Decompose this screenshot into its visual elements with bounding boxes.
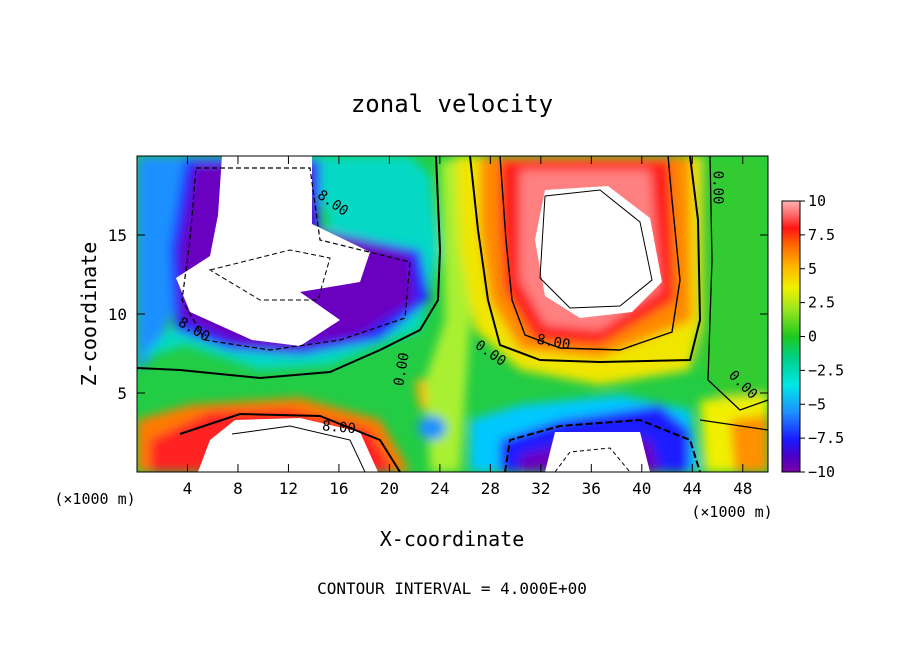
x-tick-label: 32 bbox=[531, 479, 550, 498]
colorbar-tick-label: 5 bbox=[808, 260, 817, 278]
x-axis-ticks: 4 8 12 16 20 24 28 32 36 40 44 48 bbox=[183, 156, 752, 498]
colorbar-tick-label: −10 bbox=[808, 463, 835, 481]
colorbar-tick-label: −5 bbox=[808, 395, 826, 413]
x-tick-label: 40 bbox=[632, 479, 651, 498]
colorbar: 10 7.5 5 2.5 0 −2.5 −5 −7.5 −10 bbox=[781, 192, 844, 481]
contour-label: 0.00 bbox=[710, 171, 726, 205]
x-tick-label: 12 bbox=[279, 479, 298, 498]
x-tick-label: 4 bbox=[183, 479, 193, 498]
colorbar-tick-label: −2.5 bbox=[808, 361, 844, 379]
contour-label: 0.00 bbox=[391, 351, 413, 387]
contour-label-text: 8.00 bbox=[321, 418, 356, 437]
x-units-label: (×1000 m) bbox=[691, 503, 772, 521]
x-tick-label: 16 bbox=[329, 479, 348, 498]
colorbar-ticks: 10 7.5 5 2.5 0 −2.5 −5 −7.5 −10 bbox=[800, 192, 844, 481]
x-tick-label: 8 bbox=[233, 479, 243, 498]
y-tick-label: 10 bbox=[108, 305, 127, 324]
z-units-label: (×1000 m) bbox=[54, 490, 135, 508]
contour-label-text: 0.00 bbox=[710, 171, 726, 205]
contour-label-text: 8.00 bbox=[535, 332, 571, 354]
heatmap-field bbox=[137, 156, 768, 472]
x-tick-label: 24 bbox=[430, 479, 449, 498]
y-axis-label: Z-coordinate bbox=[77, 242, 101, 387]
x-tick-label: 28 bbox=[481, 479, 500, 498]
x-tick-label: 36 bbox=[582, 479, 601, 498]
colorbar-tick-label: 0 bbox=[808, 328, 817, 346]
y-tick-label: 15 bbox=[108, 226, 127, 245]
contour-label: 8.00 bbox=[321, 418, 356, 437]
y-axis-ticks: 5 10 15 bbox=[108, 226, 768, 403]
contour-lines bbox=[137, 156, 768, 472]
x-tick-label: 48 bbox=[733, 479, 752, 498]
chart-title: zonal velocity bbox=[351, 90, 553, 118]
colorbar-tick-label: −7.5 bbox=[808, 429, 844, 447]
colorbar-tick-label: 10 bbox=[808, 192, 826, 210]
x-axis-label: X-coordinate bbox=[380, 527, 525, 551]
y-tick-label: 5 bbox=[117, 384, 127, 403]
contour-label-text: 0.00 bbox=[391, 351, 413, 387]
colorbar-tick-label: 7.5 bbox=[808, 226, 835, 244]
colorbar-tick-label: 2.5 bbox=[808, 294, 835, 312]
contour-label: 8.00 bbox=[535, 332, 571, 354]
x-tick-label: 20 bbox=[380, 479, 399, 498]
contour-interval-note: CONTOUR INTERVAL = 4.000E+00 bbox=[317, 579, 587, 598]
x-tick-label: 44 bbox=[683, 479, 702, 498]
colorbar-scale bbox=[781, 200, 801, 473]
